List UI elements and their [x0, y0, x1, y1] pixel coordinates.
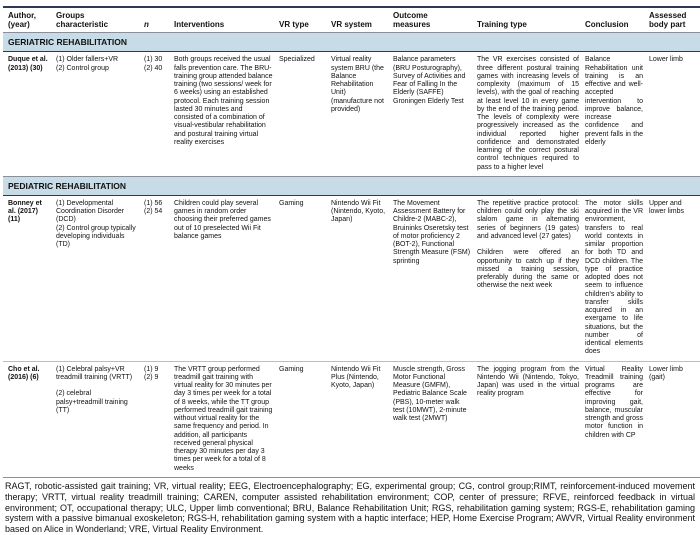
- col-header-assessed-body-part: Assessed body part: [649, 11, 687, 30]
- cell-groups: (1) Older fallers+VR (2) Control group: [56, 56, 119, 72]
- cell-interventions: The VRTT group performed treadmill gait …: [174, 365, 273, 472]
- cell-interventions: Both groups received the usual falls pre…: [174, 56, 273, 146]
- col-header-training-type: Training type: [477, 20, 527, 30]
- section-header-pediatric: PEDIATRIC REHABILITATION: [3, 175, 700, 196]
- cell-author: Bonney et al. (2017) (11): [8, 199, 42, 224]
- cell-assessed-body-part: Lower limb (gait): [649, 365, 683, 381]
- section-header-geriatric: GERIATRIC REHABILITATION: [3, 32, 700, 53]
- cell-vr-type: Specialized: [279, 56, 315, 64]
- cell-groups: (1) Celebral palsy+VR treadmill training…: [56, 365, 133, 414]
- studies-table: Author, (year) Groups characteristic n I…: [3, 6, 700, 478]
- col-header-vr-type: VR type: [279, 20, 309, 30]
- cell-assessed-body-part: Lower limb: [649, 56, 683, 64]
- section-row-geriatric: GERIATRIC REHABILITATION: [3, 32, 700, 53]
- cell-conclusion: The motor skills acquired in the VR envi…: [585, 199, 643, 356]
- col-header-author-year: Author, (year): [8, 11, 36, 30]
- cell-assessed-body-part: Upper and lower limbs: [649, 199, 685, 216]
- cell-outcome-measures: Muscle strength, Gross Motor Functional …: [393, 365, 467, 423]
- cell-conclusion: Virtual Reality Treadmill training progr…: [585, 365, 643, 439]
- section-row-pediatric: PEDIATRIC REHABILITATION: [3, 175, 700, 196]
- col-header-outcome-measures: Outcome measures: [393, 11, 431, 30]
- cell-interventions: Children could play several games in ran…: [174, 199, 271, 240]
- cell-outcome-measures: The Movement Assessment Battery for Chil…: [393, 199, 471, 265]
- cell-vr-system: Nintendo Wii Fit (Nintendo, Kyoto, Japan…: [331, 199, 386, 224]
- cell-n: (1) 9 (2) 9: [144, 365, 159, 381]
- abbreviations-footnote: RAGT, robotic-assisted gait training; VR…: [5, 480, 695, 535]
- cell-training-type: The jogging program from the Nintendo Wi…: [477, 365, 579, 398]
- cell-vr-system: Nintendo Wii Fit Plus (Nintendo, Kyoto, …: [331, 365, 381, 390]
- cell-outcome-measures: Balance parameters (BRU Posturography), …: [393, 56, 466, 105]
- cell-author: Cho et al. (2016) (6): [8, 365, 40, 381]
- study-row-duque: Duque et al. (2013) (30) (1) Older falle…: [3, 52, 700, 177]
- study-row-cho: Cho et al. (2016) (6) (1) Celebral palsy…: [3, 361, 700, 478]
- cell-training-type: The repetitive practice protocol: childr…: [477, 199, 579, 290]
- cell-n: (1) 56 (2) 54: [144, 199, 163, 216]
- cell-conclusion: Balance Rehabilitation unit training is …: [585, 56, 643, 146]
- study-row-bonney: Bonney et al. (2017) (11) (1) Developmen…: [3, 195, 700, 362]
- cell-vr-type: Gaming: [279, 365, 304, 373]
- col-header-interventions: Interventions: [174, 20, 225, 30]
- cell-vr-system: Virtual reality system BRU (the Balance …: [331, 56, 384, 113]
- cell-author: Duque et al. (2013) (30): [8, 56, 48, 72]
- cell-n: (1) 30 (2) 40: [144, 56, 163, 72]
- col-header-n: n: [144, 20, 149, 30]
- cell-vr-type: Gaming: [279, 199, 304, 207]
- table-header-row: Author, (year) Groups characteristic n I…: [3, 7, 700, 33]
- cell-training-type: The VR exercises consisted of three diff…: [477, 56, 579, 171]
- cell-groups: (1) Developmental Coordination Disorder …: [56, 199, 136, 249]
- col-header-conclusion: Conclusion: [585, 20, 629, 30]
- col-header-vr-system: VR system: [331, 20, 372, 30]
- col-header-groups-characteristic: Groups characteristic: [56, 11, 109, 30]
